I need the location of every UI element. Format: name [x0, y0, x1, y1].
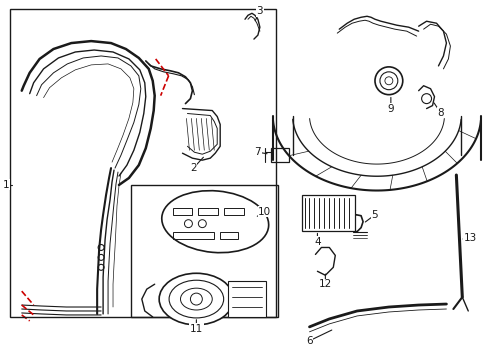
Ellipse shape — [159, 273, 233, 325]
Text: 6: 6 — [305, 336, 312, 346]
Text: 5: 5 — [371, 210, 378, 220]
Bar — [220, 231, 238, 239]
Text: 13: 13 — [463, 233, 476, 243]
Bar — [301, 195, 354, 231]
Bar — [172, 231, 214, 239]
Text: 8: 8 — [436, 108, 443, 117]
Bar — [228, 281, 265, 317]
Bar — [131, 185, 277, 317]
Text: 7: 7 — [254, 147, 261, 157]
Bar — [198, 208, 218, 215]
Text: 4: 4 — [313, 237, 320, 247]
Text: 10: 10 — [258, 207, 271, 217]
Text: 12: 12 — [318, 279, 331, 289]
Bar — [172, 208, 192, 215]
Text: 2: 2 — [190, 163, 196, 173]
Text: 9: 9 — [387, 104, 393, 113]
Bar — [224, 208, 244, 215]
Text: 1: 1 — [2, 180, 9, 190]
Ellipse shape — [162, 191, 268, 253]
Text: 11: 11 — [189, 324, 203, 334]
Bar — [10, 9, 275, 317]
Bar — [270, 148, 288, 162]
Text: 3: 3 — [256, 6, 263, 16]
